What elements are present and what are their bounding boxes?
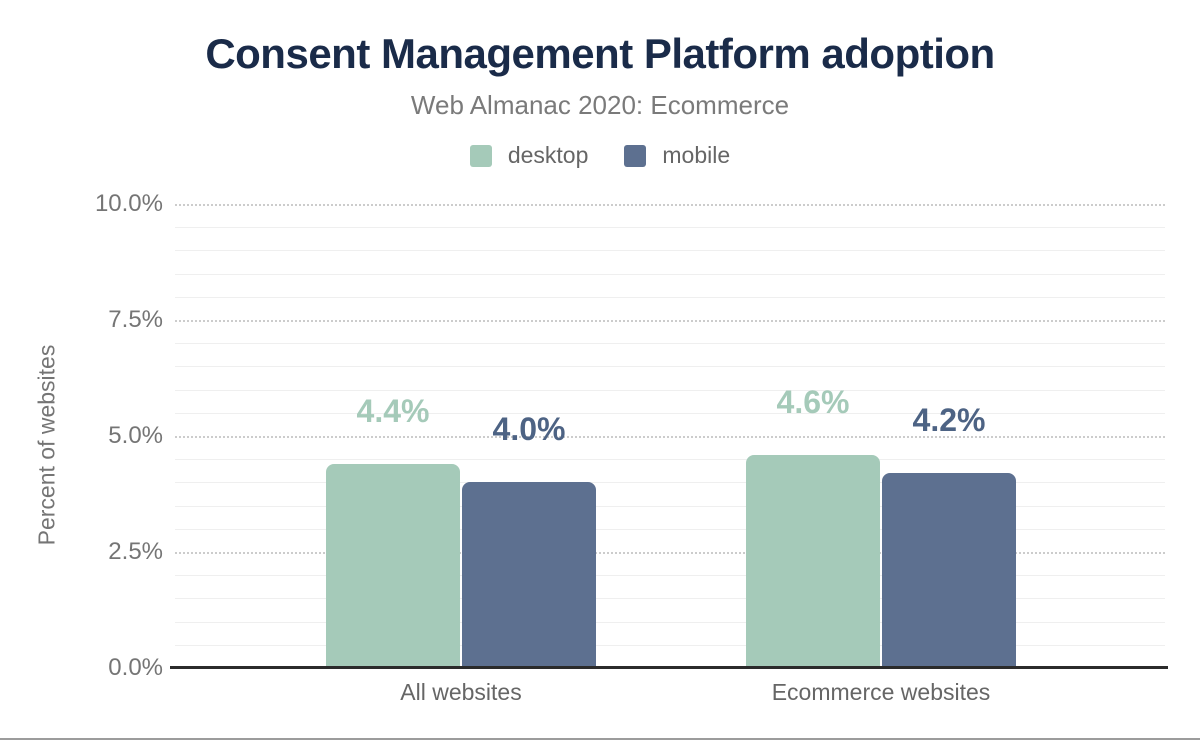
minor-gridline	[175, 528, 1165, 530]
minor-gridline	[175, 273, 1165, 275]
value-label-desktop-all-websites: 4.4%	[356, 392, 430, 429]
category-label-all-websites: All websites	[400, 679, 522, 705]
legend-item-desktop: desktop	[469, 142, 589, 169]
minor-gridline	[175, 389, 1165, 391]
minor-gridline	[175, 598, 1165, 600]
bar-desktop-all-websites	[326, 463, 460, 668]
minor-gridline	[175, 621, 1165, 623]
category-label-ecommerce-websites: Ecommerce websites	[771, 679, 991, 705]
major-gridline	[175, 552, 1165, 554]
legend-label-mobile: mobile	[662, 142, 731, 168]
major-gridline	[175, 320, 1165, 322]
minor-gridline	[175, 644, 1165, 646]
x-axis-line	[170, 666, 1168, 669]
desktop-swatch-icon	[469, 144, 492, 167]
y-tick-label: 5.0%	[108, 422, 163, 449]
value-label-desktop-ecommerce-websites: 4.6%	[776, 383, 850, 420]
minor-gridline	[175, 343, 1165, 345]
minor-gridline	[175, 575, 1165, 577]
value-label-mobile-ecommerce-websites: 4.2%	[912, 402, 986, 439]
bar-mobile-all-websites	[462, 482, 596, 668]
y-tick-label: 10.0%	[94, 190, 163, 217]
bar-desktop-ecommerce-websites	[746, 454, 880, 668]
major-gridline	[175, 436, 1165, 438]
minor-gridline	[175, 250, 1165, 252]
minor-gridline	[175, 505, 1165, 507]
y-tick-label: 7.5%	[108, 306, 163, 333]
legend-label-desktop: desktop	[507, 142, 589, 168]
minor-gridline	[175, 459, 1165, 461]
minor-gridline	[175, 412, 1165, 414]
minor-gridline	[175, 227, 1165, 229]
legend: desktop mobile	[0, 142, 1200, 169]
bottom-border-rule	[0, 738, 1200, 740]
minor-gridline	[175, 482, 1165, 484]
y-tick-label: 0.0%	[108, 654, 163, 681]
chart-subtitle: Web Almanac 2020: Ecommerce	[410, 90, 790, 120]
major-gridline	[175, 204, 1165, 206]
chart-title: Consent Management Platform adoption	[205, 30, 995, 77]
value-label-mobile-all-websites: 4.0%	[492, 411, 566, 448]
minor-gridline	[175, 366, 1165, 368]
legend-item-mobile: mobile	[624, 142, 730, 169]
y-tick-label: 2.5%	[108, 538, 163, 565]
mobile-swatch-icon	[624, 144, 647, 167]
bar-mobile-ecommerce-websites	[882, 473, 1016, 668]
minor-gridline	[175, 296, 1165, 298]
